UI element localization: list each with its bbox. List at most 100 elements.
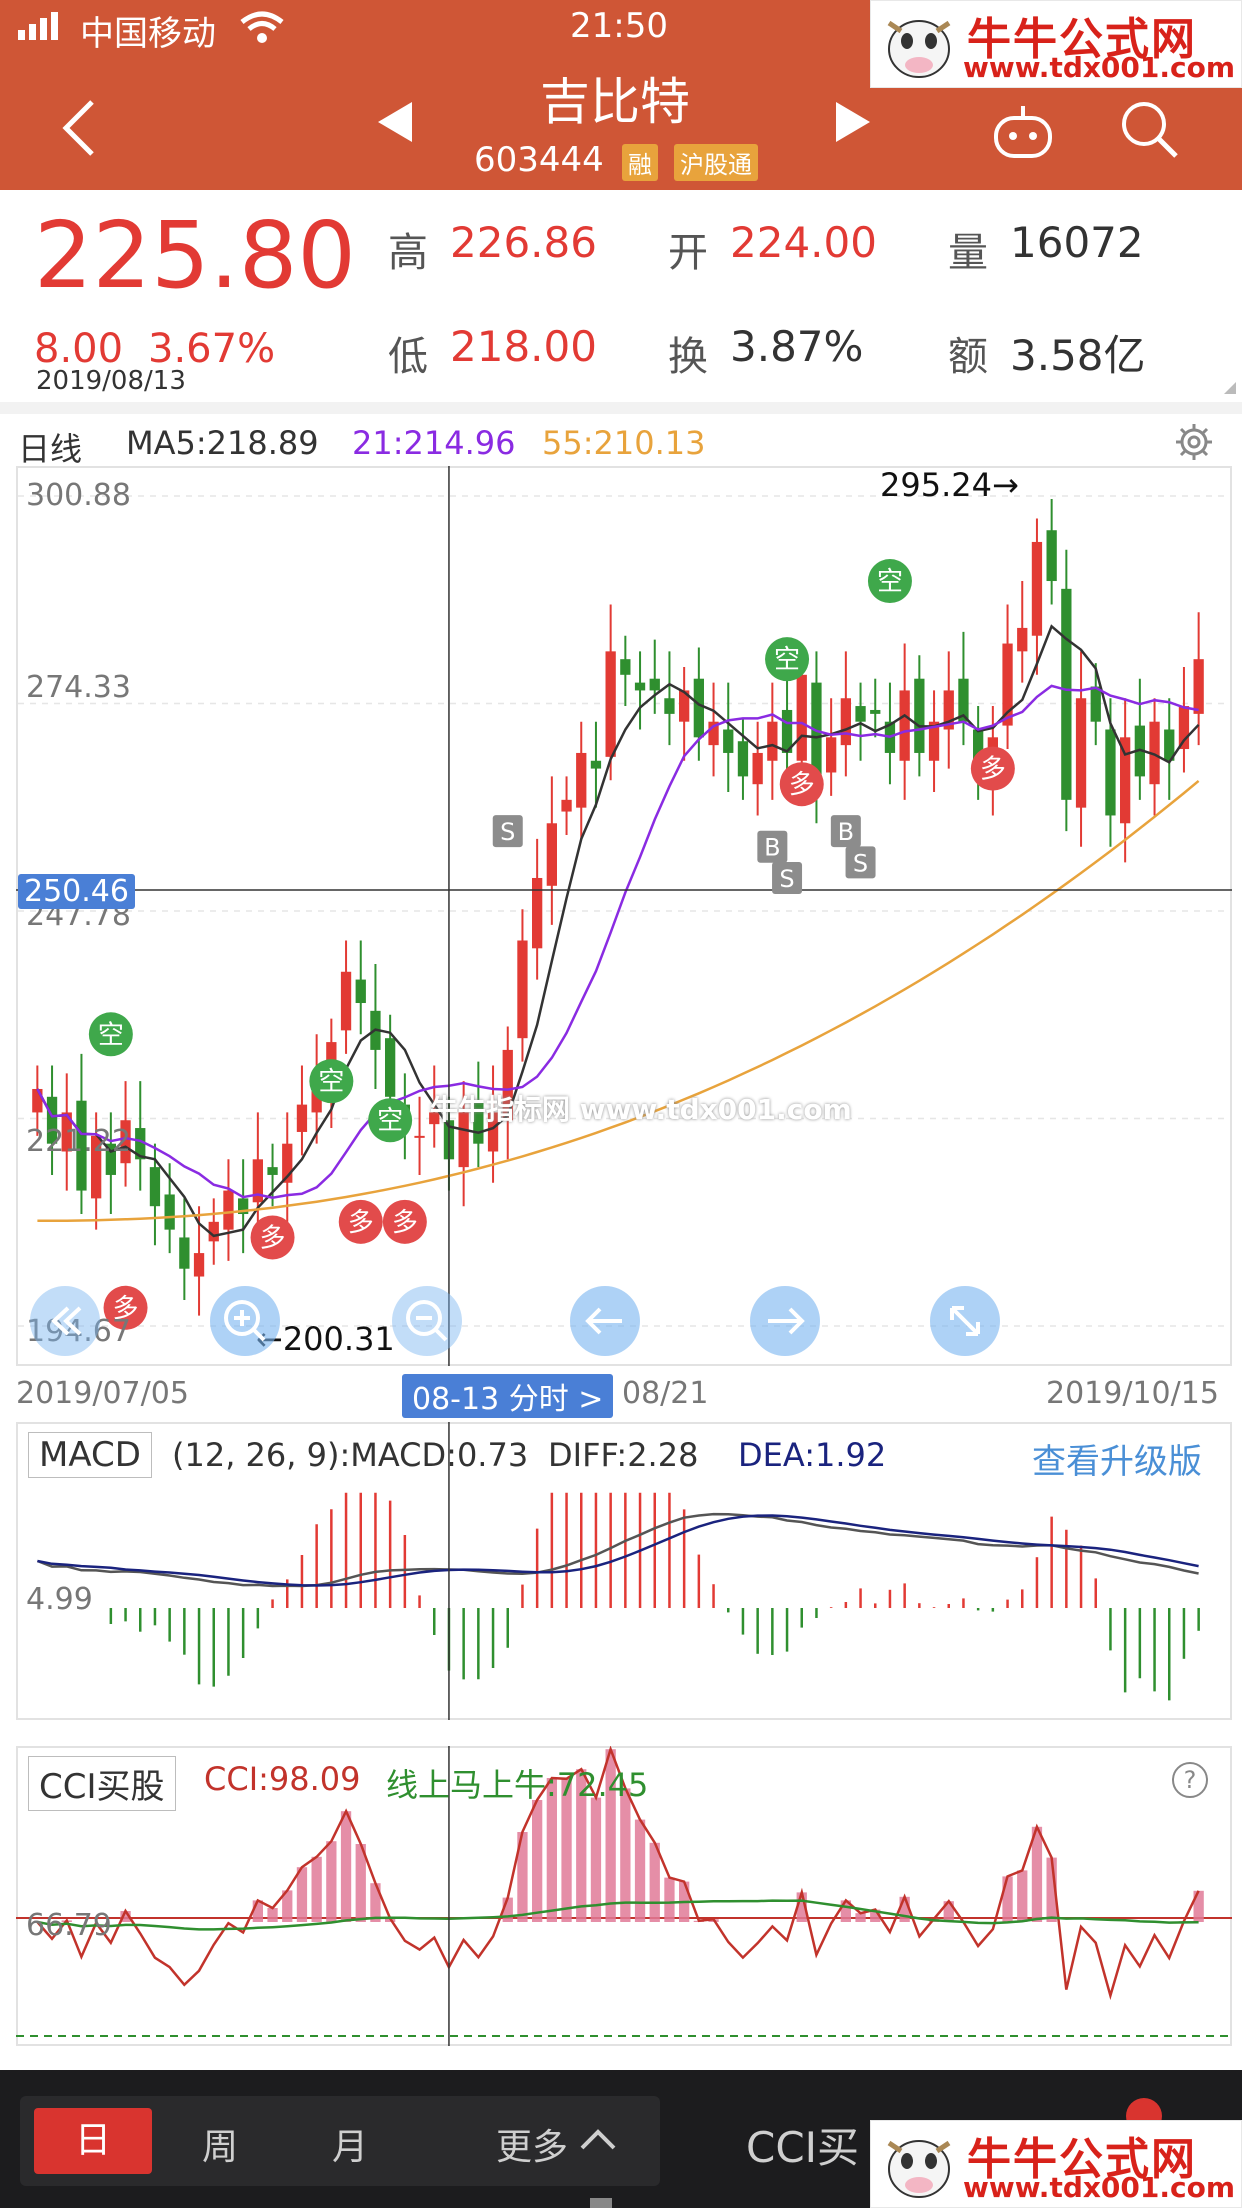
fullscreen-button[interactable]	[930, 1286, 1000, 1356]
candle-body	[605, 651, 616, 757]
period-label[interactable]: 日线	[18, 430, 83, 468]
x-mid-label: 08/21	[622, 1376, 709, 1411]
candle-body	[1075, 698, 1087, 808]
cci-bar	[370, 1883, 381, 1922]
amount-label: 额	[948, 334, 988, 380]
scroll-left-fast-button[interactable]	[30, 1286, 100, 1356]
price-change: 8.00	[34, 326, 124, 372]
candle-body	[855, 706, 866, 722]
help-icon[interactable]: ?	[1172, 1762, 1208, 1798]
turnover-label: 换	[668, 334, 708, 380]
watermark-url: www.tdx001.com	[963, 51, 1236, 84]
scroll-right-button[interactable]	[750, 1286, 820, 1356]
short-signal-marker-label: 空	[877, 567, 903, 597]
candle-body	[634, 682, 646, 691]
upgrade-link[interactable]: 查看升级版	[1032, 1442, 1202, 1482]
cci-bar	[576, 1769, 587, 1922]
macd-indicator-button[interactable]: MACD	[28, 1432, 152, 1478]
high-label: 高	[388, 230, 428, 276]
next-stock-icon[interactable]	[832, 100, 872, 144]
amount-value: 3.58亿	[1010, 331, 1146, 380]
cci-panel[interactable]	[16, 1746, 1232, 2046]
candle-body	[723, 729, 734, 753]
cow-logo-icon	[887, 2140, 951, 2198]
tab-month[interactable]: 月	[332, 2127, 369, 2168]
macd-chart	[36, 1422, 1200, 1720]
scroll-left-button[interactable]	[570, 1286, 640, 1356]
watermark-banner-bottom: 牛牛公式网 www.tdx001.com	[870, 2120, 1242, 2208]
candle-body	[267, 1167, 278, 1175]
candle-body	[1046, 530, 1057, 582]
candle-body	[1178, 706, 1190, 750]
macd-params: (12, 26, 9):MACD:0.73	[172, 1436, 529, 1474]
cci-bar	[943, 1901, 954, 1922]
candle-body	[32, 1088, 43, 1113]
candle-body	[914, 678, 925, 753]
margin-tag: 融	[622, 144, 658, 181]
robot-icon[interactable]	[990, 104, 1056, 160]
buy-marker	[830, 815, 861, 848]
max-price-label: 295.24→	[880, 466, 1019, 504]
candle-body	[781, 709, 793, 753]
cci-bar	[1193, 1890, 1204, 1922]
candle-body	[546, 823, 557, 886]
cow-logo-icon	[887, 20, 951, 78]
intraday-link[interactable]: 08-13 分时 >	[402, 1374, 614, 1418]
zoom-in-icon	[224, 1300, 266, 1342]
back-icon[interactable]	[58, 98, 98, 158]
long-signal-marker-label: 多	[348, 1208, 374, 1238]
search-icon[interactable]	[1118, 98, 1182, 162]
zoom-out-button[interactable]	[392, 1286, 462, 1356]
buy-marker-label: B	[838, 818, 854, 846]
arrow-left-icon	[585, 1307, 622, 1335]
candle-body	[340, 971, 352, 1031]
kline-panel[interactable]	[16, 466, 1232, 1366]
tab-week[interactable]: 周	[202, 2127, 239, 2168]
zoom-out-icon	[406, 1300, 448, 1342]
indicator-selector[interactable]: CCI买	[746, 2123, 860, 2172]
long-signal-marker	[338, 1199, 383, 1244]
more-button[interactable]: 更多	[496, 2127, 569, 2168]
cci-line	[36, 1746, 1200, 2001]
zoom-in-button[interactable]	[210, 1286, 280, 1356]
sell-marker-label: S	[779, 865, 794, 893]
cci-indicator-button[interactable]: CCI买股	[28, 1756, 176, 1811]
candle-body	[590, 760, 602, 769]
cci-bar	[340, 1811, 352, 1922]
cci-bar	[546, 1778, 557, 1922]
candle-body	[767, 721, 778, 761]
candle-body	[1061, 588, 1072, 800]
macd-panel[interactable]	[16, 1422, 1232, 1720]
macd-level-label: 4.99	[26, 1582, 93, 1617]
expand-icon	[950, 1306, 980, 1336]
prev-stock-icon[interactable]	[376, 100, 416, 144]
candle-body	[252, 1159, 263, 1203]
candle-body	[120, 1120, 131, 1164]
cci-bar	[855, 1913, 866, 1922]
crosshair-price-label: 250.46	[18, 874, 135, 909]
sell-marker-label: S	[500, 818, 515, 846]
cci-signal-line	[37, 1899, 1199, 1931]
candle-body	[1002, 643, 1013, 726]
ma5-line	[36, 624, 1200, 1238]
wifi-icon	[240, 11, 284, 43]
cci-bar	[649, 1842, 660, 1922]
settings-gear-icon[interactable]	[1172, 420, 1216, 464]
cci-bar	[311, 1856, 322, 1922]
cci-bar	[532, 1800, 543, 1922]
long-signal-marker-label: 多	[980, 755, 1006, 785]
long-signal-marker	[103, 1285, 148, 1330]
candle-body	[179, 1237, 190, 1269]
candle-body	[487, 1112, 499, 1152]
candle-body	[1031, 541, 1043, 636]
macd-diff: DIFF:2.28	[548, 1436, 699, 1474]
candle-body	[1149, 721, 1160, 785]
short-signal-marker	[368, 1098, 413, 1143]
cci-value: CCI:98.09	[204, 1760, 361, 1798]
expand-corner-icon[interactable]	[1222, 380, 1238, 396]
volume-label: 量	[948, 230, 988, 276]
tab-day[interactable]: 日	[34, 2108, 152, 2174]
candle-body	[238, 1198, 249, 1215]
candle-body	[870, 709, 881, 714]
